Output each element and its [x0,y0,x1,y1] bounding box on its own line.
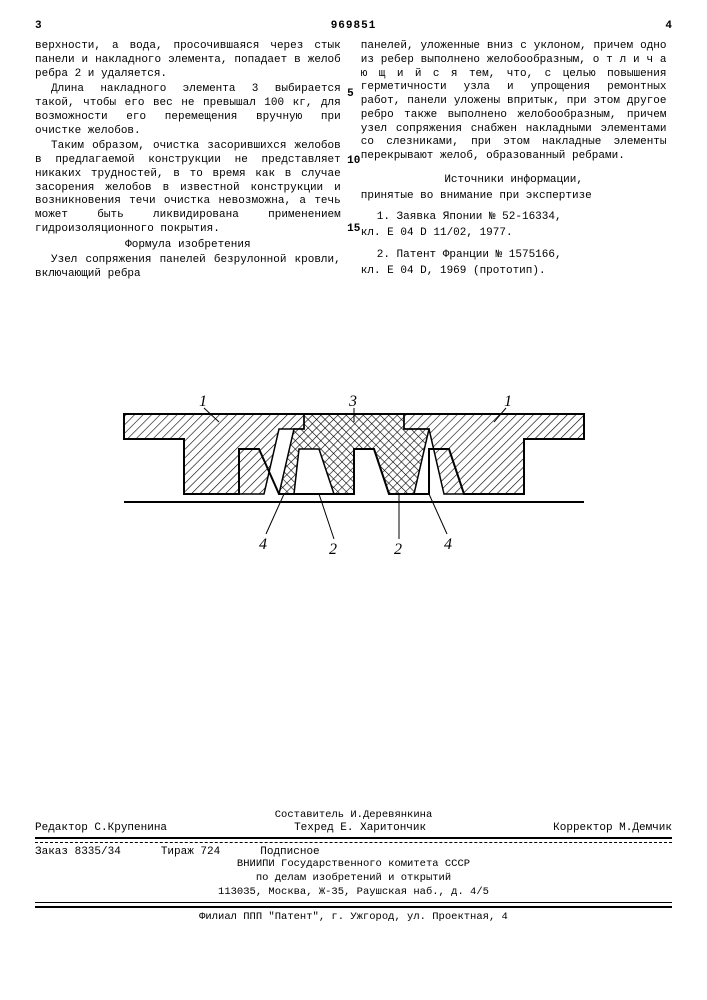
line-marker-10: 10 [347,155,360,167]
divider-thick-1 [35,837,672,839]
sources-title: Источники информации, [361,174,667,188]
diagram: 1 3 1 4 2 2 4 [35,394,672,574]
order-number: Заказ 8335/34 [35,846,121,858]
divider-dash [35,842,672,843]
page-number-right: 4 [665,20,672,32]
document-number: 969851 [331,20,377,32]
divider-thick-2 [35,906,672,908]
formula-title: Формула изобретения [35,239,341,253]
ref2-line2: кл. E 04 D, 1969 (прототип). [361,265,667,279]
diagram-label-2: 2 [329,541,337,558]
ref2-line1: 2. Патент Франции № 1575166, [361,249,667,263]
diagram-label-4: 4 [259,536,267,553]
left-p4: Узел сопряжения панелей безрулонной кров… [35,254,341,282]
right-p1: панелей, уложенные вниз с уклоном, приче… [361,40,667,164]
corrector: Корректор М.Демчик [553,822,672,834]
org-line2: по делам изобретений и открытий [35,872,672,886]
divider-thin [35,902,672,903]
line-marker-5: 5 [347,88,354,100]
diagram-label-2b: 2 [394,541,402,558]
left-p1: верхности, а вода, просочившаяся через с… [35,40,341,81]
techred: Техред Е. Харитончик [294,822,426,834]
address: 113035, Москва, Ж-35, Раушская наб., д. … [35,886,672,900]
cross-section-svg: 1 3 1 4 2 2 4 [104,394,604,574]
diagram-label-1b: 1 [504,394,512,410]
right-column: панелей, уложенные вниз с уклоном, приче… [361,40,667,284]
ref1-line1: 1. Заявка Японии № 52-16334, [361,211,667,225]
left-column: верхности, а вода, просочившаяся через с… [35,40,341,284]
subscription: Подписное [260,846,319,858]
compiler: Составитель И.Деревянкина [35,809,672,823]
text-columns: 5 10 15 верхности, а вода, просочившаяся… [35,40,672,284]
circulation: Тираж 724 [161,846,220,858]
header: 3 969851 4 [35,20,672,32]
page-number-left: 3 [35,20,42,32]
line-marker-15: 15 [347,223,360,235]
sources-subtitle: принятые во внимание при экспертизе [361,190,667,204]
ref1-line2: кл. E 04 D 11/02, 1977. [361,227,667,241]
diagram-label-1: 1 [199,394,207,410]
diagram-label-3: 3 [348,394,357,410]
diagram-label-4b: 4 [444,536,452,553]
left-p3: Таким образом, очистка засорившихся жело… [35,140,341,236]
editor: Редактор С.Крупенина [35,822,167,834]
left-p2: Длина накладного элемента 3 выбирается т… [35,83,341,138]
org-line1: ВНИИПИ Государственного комитета СССР [35,858,672,872]
branch: Филиал ППП "Патент", г. Ужгород, ул. Про… [35,911,672,925]
credits-block: Составитель И.Деревянкина Редактор С.Кру… [35,809,672,925]
